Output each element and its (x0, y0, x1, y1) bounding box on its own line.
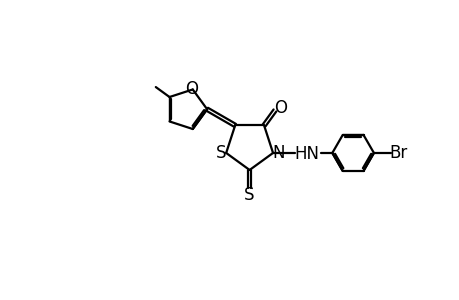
Text: S: S (215, 144, 225, 162)
Text: Br: Br (389, 144, 407, 162)
Text: N: N (272, 144, 284, 162)
Text: O: O (273, 99, 286, 117)
Text: S: S (244, 186, 254, 204)
Text: HN: HN (294, 146, 319, 164)
Text: O: O (185, 80, 198, 98)
